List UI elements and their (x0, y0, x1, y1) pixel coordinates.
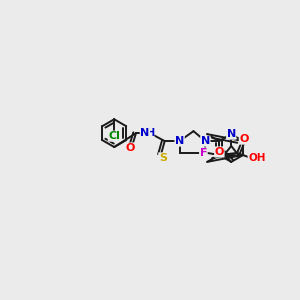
Text: N: N (140, 128, 149, 138)
Text: N: N (226, 129, 236, 139)
Text: N: N (201, 136, 210, 146)
Text: OH: OH (248, 153, 266, 163)
Text: F: F (200, 148, 207, 158)
Text: O: O (239, 134, 249, 144)
Text: N: N (175, 136, 184, 146)
Text: S: S (159, 153, 167, 163)
Text: O: O (215, 147, 224, 157)
Text: O: O (125, 143, 135, 153)
Text: H: H (146, 128, 154, 138)
Text: Cl: Cl (108, 131, 120, 141)
